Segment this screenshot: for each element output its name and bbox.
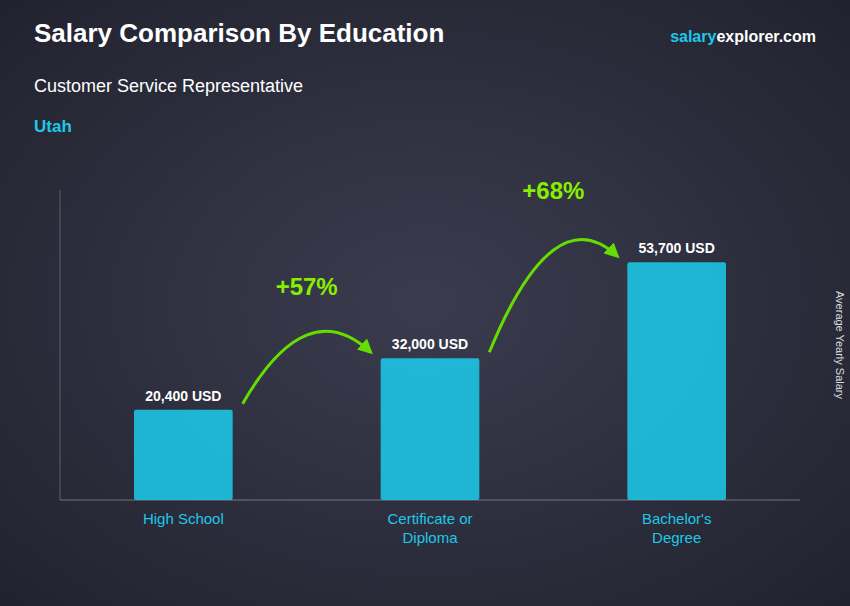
region: Utah xyxy=(34,117,72,136)
brand: salaryexplorer.com xyxy=(670,28,816,45)
data-label: 20,400 USD xyxy=(145,388,221,404)
annotation: +68% xyxy=(522,177,584,204)
y-label: Average Yearly Salary xyxy=(834,291,846,400)
category-line: Diploma xyxy=(402,529,458,546)
data-label: 32,000 USD xyxy=(392,336,468,352)
title: Salary Comparison By Education xyxy=(34,18,444,48)
category-label: Bachelor's Degree xyxy=(642,510,712,546)
category-line: Bachelor's xyxy=(642,510,712,527)
chart: Salary Comparison By Education Customer S… xyxy=(0,0,850,606)
brand-part: explorer.com xyxy=(716,28,816,45)
bar xyxy=(627,262,726,500)
category-line: Degree xyxy=(652,529,701,546)
category-line: High School xyxy=(143,510,224,527)
background xyxy=(0,0,850,606)
category-label: High School xyxy=(143,510,224,527)
bars xyxy=(134,262,726,500)
bar xyxy=(134,410,233,500)
category-label: Certificate or Diploma xyxy=(387,510,472,546)
y-axis-line xyxy=(60,190,61,500)
growth-arrow xyxy=(489,240,617,353)
brand-part: salary xyxy=(670,28,716,45)
data-label: 53,700 USD xyxy=(639,240,715,256)
subtitle: Customer Service Representative xyxy=(34,76,303,96)
bar xyxy=(381,358,480,500)
category-line: Certificate or xyxy=(387,510,472,527)
growth-arrow xyxy=(243,331,371,403)
annotation: +57% xyxy=(276,273,338,300)
